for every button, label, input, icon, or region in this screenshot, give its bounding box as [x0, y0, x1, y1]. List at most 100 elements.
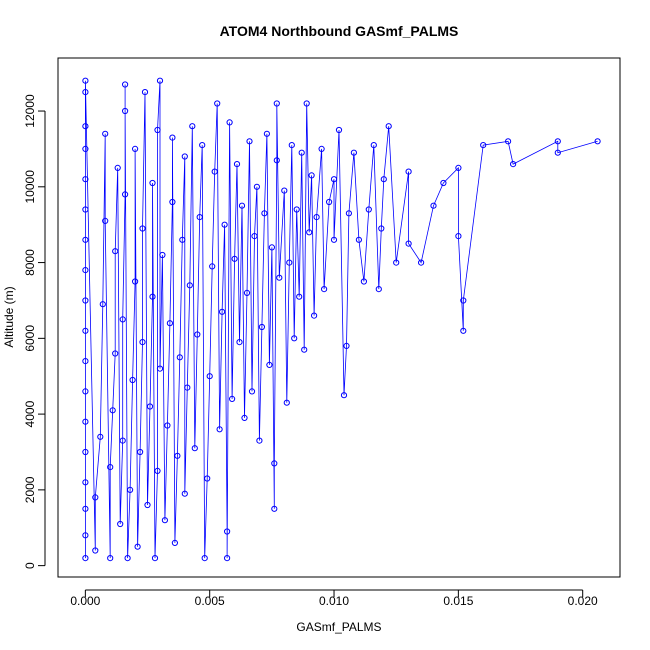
- data-point: [194, 331, 201, 338]
- data-point: [112, 248, 119, 255]
- data-point: [92, 494, 99, 501]
- data-point: [263, 130, 270, 137]
- data-point: [405, 168, 412, 175]
- data-point: [355, 236, 362, 243]
- data-point: [258, 323, 265, 331]
- plot-area: [82, 77, 601, 562]
- data-point: [293, 206, 300, 213]
- data-point: [199, 142, 206, 149]
- data-point: [189, 123, 196, 130]
- data-point: [233, 161, 241, 168]
- data-point: [82, 532, 89, 539]
- data-point: [268, 244, 275, 251]
- data-point: [149, 179, 156, 187]
- data-point: [82, 267, 89, 274]
- data-point: [460, 327, 467, 334]
- data-point: [122, 81, 129, 88]
- data-point: [82, 327, 89, 334]
- y-tick-label: 4000: [23, 400, 37, 427]
- data-point: [418, 259, 425, 266]
- data-point: [166, 320, 173, 327]
- data-point: [124, 555, 131, 562]
- data-point: [360, 278, 367, 285]
- data-point: [308, 172, 315, 179]
- data-point: [82, 479, 89, 486]
- data-point: [134, 543, 141, 550]
- data-point: [440, 179, 447, 187]
- data-point: [365, 206, 372, 213]
- x-tick-label: 0.015: [443, 594, 473, 608]
- data-point: [102, 217, 109, 224]
- data-point: [107, 464, 114, 471]
- data-point: [393, 259, 400, 266]
- data-point: [246, 138, 253, 145]
- data-point: [430, 202, 437, 209]
- data-point: [251, 233, 258, 240]
- data-point: [191, 445, 198, 452]
- data-point: [82, 236, 89, 243]
- data-point: [82, 358, 89, 365]
- data-point: [99, 301, 106, 308]
- data-point: [114, 164, 121, 171]
- data-point: [375, 286, 382, 293]
- data-point: [102, 130, 109, 137]
- y-tick-label: 12000: [23, 94, 37, 128]
- data-point: [350, 149, 357, 156]
- data-point: [273, 157, 280, 164]
- data-point: [82, 77, 89, 84]
- data-point: [186, 282, 193, 289]
- data-point: [385, 123, 392, 130]
- data-point: [82, 123, 89, 130]
- data-point: [122, 107, 129, 115]
- data-point: [554, 149, 561, 156]
- data-point: [181, 153, 188, 160]
- data-point: [127, 486, 134, 493]
- data-point: [370, 142, 377, 149]
- data-point: [291, 335, 298, 342]
- y-tick-label: 10000: [23, 170, 37, 204]
- data-point: [229, 395, 236, 402]
- data-point: [345, 210, 352, 217]
- data-point: [129, 376, 136, 384]
- data-point: [318, 145, 325, 152]
- data-point: [159, 251, 166, 259]
- data-point: [97, 433, 104, 440]
- data-point: [505, 138, 512, 145]
- data-point: [343, 342, 350, 349]
- data-point: [306, 229, 313, 236]
- data-point: [221, 221, 228, 228]
- data-point: [311, 312, 318, 319]
- data-point: [149, 293, 156, 300]
- data-point: [271, 460, 278, 467]
- data-point: [151, 555, 159, 562]
- data-point: [119, 437, 126, 444]
- data-point: [326, 198, 333, 206]
- data-point: [112, 350, 119, 357]
- data-point: [179, 236, 186, 243]
- data-point: [169, 198, 176, 206]
- data-point: [224, 555, 231, 562]
- x-tick-label: 0.010: [319, 594, 349, 608]
- data-point: [154, 126, 161, 134]
- data-point: [231, 255, 238, 262]
- y-tick-label: 0: [23, 562, 37, 569]
- data-point: [313, 214, 320, 221]
- data-point: [216, 426, 223, 433]
- data-point: [594, 138, 601, 145]
- data-point: [181, 490, 188, 497]
- x-axis: 0.000 0.005 0.010 0.015 0.020: [70, 589, 598, 608]
- data-point: [117, 520, 124, 528]
- data-point: [335, 126, 343, 134]
- data-point: [460, 297, 467, 304]
- data-point: [109, 407, 116, 414]
- x-tick-label: 0.020: [568, 594, 598, 608]
- data-point: [273, 100, 280, 107]
- data-point: [144, 501, 151, 509]
- data-point: [243, 289, 251, 296]
- data-point: [301, 346, 308, 353]
- data-point: [82, 555, 89, 562]
- data-point: [288, 142, 295, 149]
- data-point: [214, 100, 221, 107]
- x-tick-label: 0.000: [70, 594, 100, 608]
- data-point: [171, 539, 178, 547]
